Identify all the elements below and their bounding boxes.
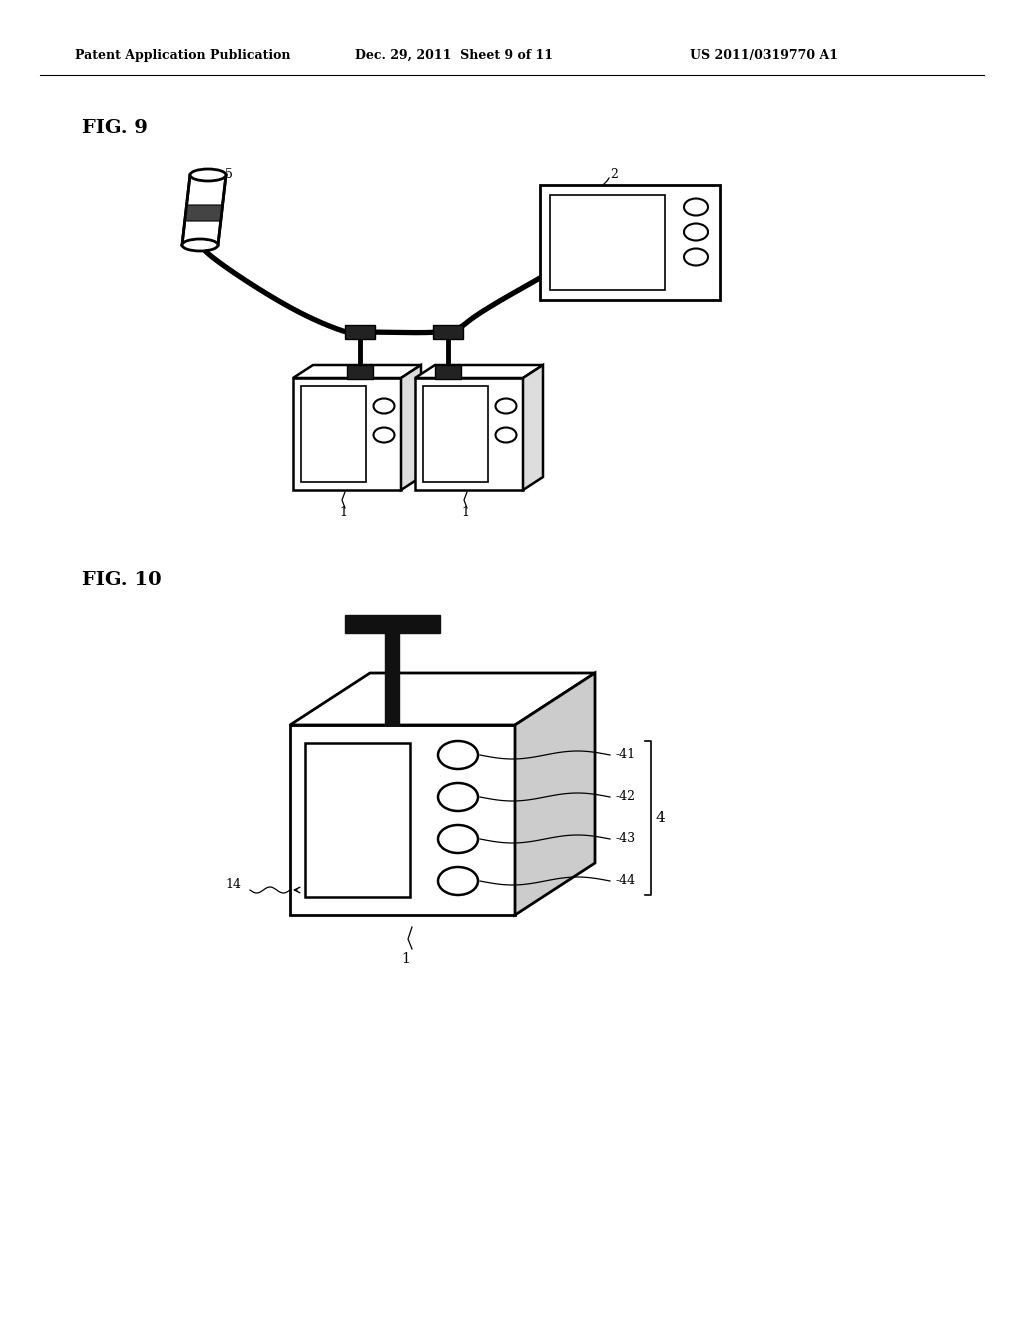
Ellipse shape (438, 783, 478, 810)
Text: 1: 1 (401, 952, 411, 966)
Ellipse shape (684, 248, 708, 265)
Text: US 2011/0319770 A1: US 2011/0319770 A1 (690, 49, 838, 62)
Text: SYS   135: SYS 135 (556, 206, 613, 219)
Polygon shape (293, 366, 421, 378)
Ellipse shape (438, 741, 478, 770)
Text: PULSE 80: PULSE 80 (556, 259, 616, 272)
Ellipse shape (438, 825, 478, 853)
Polygon shape (290, 673, 595, 725)
Polygon shape (293, 378, 401, 490)
Polygon shape (301, 385, 366, 482)
Polygon shape (550, 195, 665, 290)
Ellipse shape (496, 399, 516, 413)
Polygon shape (540, 185, 720, 300)
Text: FIG. 9: FIG. 9 (82, 119, 147, 137)
Text: 80: 80 (429, 447, 443, 461)
Polygon shape (401, 366, 421, 490)
Ellipse shape (438, 867, 478, 895)
Ellipse shape (374, 399, 394, 413)
Text: 4: 4 (655, 810, 665, 825)
Text: Dec. 29, 2011  Sheet 9 of 11: Dec. 29, 2011 Sheet 9 of 11 (355, 49, 553, 62)
Text: 1: 1 (461, 506, 469, 519)
Ellipse shape (190, 169, 226, 181)
Text: 85: 85 (307, 424, 322, 437)
Text: 135: 135 (307, 400, 330, 412)
Text: 80: 80 (307, 447, 322, 461)
Polygon shape (345, 325, 375, 339)
Polygon shape (290, 725, 515, 915)
Text: 85: 85 (317, 820, 338, 837)
Polygon shape (305, 743, 410, 898)
Polygon shape (523, 366, 543, 490)
Text: FIG. 10: FIG. 10 (82, 572, 162, 589)
Text: 80: 80 (317, 866, 338, 883)
Text: 5: 5 (225, 169, 232, 181)
Ellipse shape (684, 223, 708, 240)
Text: 1: 1 (339, 506, 347, 519)
Polygon shape (184, 205, 223, 220)
Ellipse shape (182, 239, 218, 251)
Text: -42: -42 (615, 791, 635, 804)
Polygon shape (415, 378, 523, 490)
Text: -43: -43 (615, 833, 635, 846)
Polygon shape (435, 366, 461, 379)
Text: Patent Application Publication: Patent Application Publication (75, 49, 291, 62)
Polygon shape (515, 673, 595, 915)
Ellipse shape (374, 428, 394, 442)
Text: 14: 14 (225, 879, 241, 891)
Polygon shape (415, 366, 543, 378)
Text: -44: -44 (615, 874, 635, 887)
Text: 135: 135 (429, 400, 452, 412)
Polygon shape (345, 615, 440, 634)
Text: DIA    85: DIA 85 (556, 232, 608, 246)
Text: 85: 85 (429, 424, 443, 437)
Text: 135: 135 (317, 772, 349, 789)
Ellipse shape (496, 428, 516, 442)
Text: 2: 2 (610, 169, 617, 181)
Polygon shape (423, 385, 488, 482)
Text: -41: -41 (615, 748, 635, 762)
Polygon shape (433, 325, 463, 339)
Polygon shape (347, 366, 373, 379)
Ellipse shape (684, 198, 708, 215)
Polygon shape (385, 634, 399, 725)
